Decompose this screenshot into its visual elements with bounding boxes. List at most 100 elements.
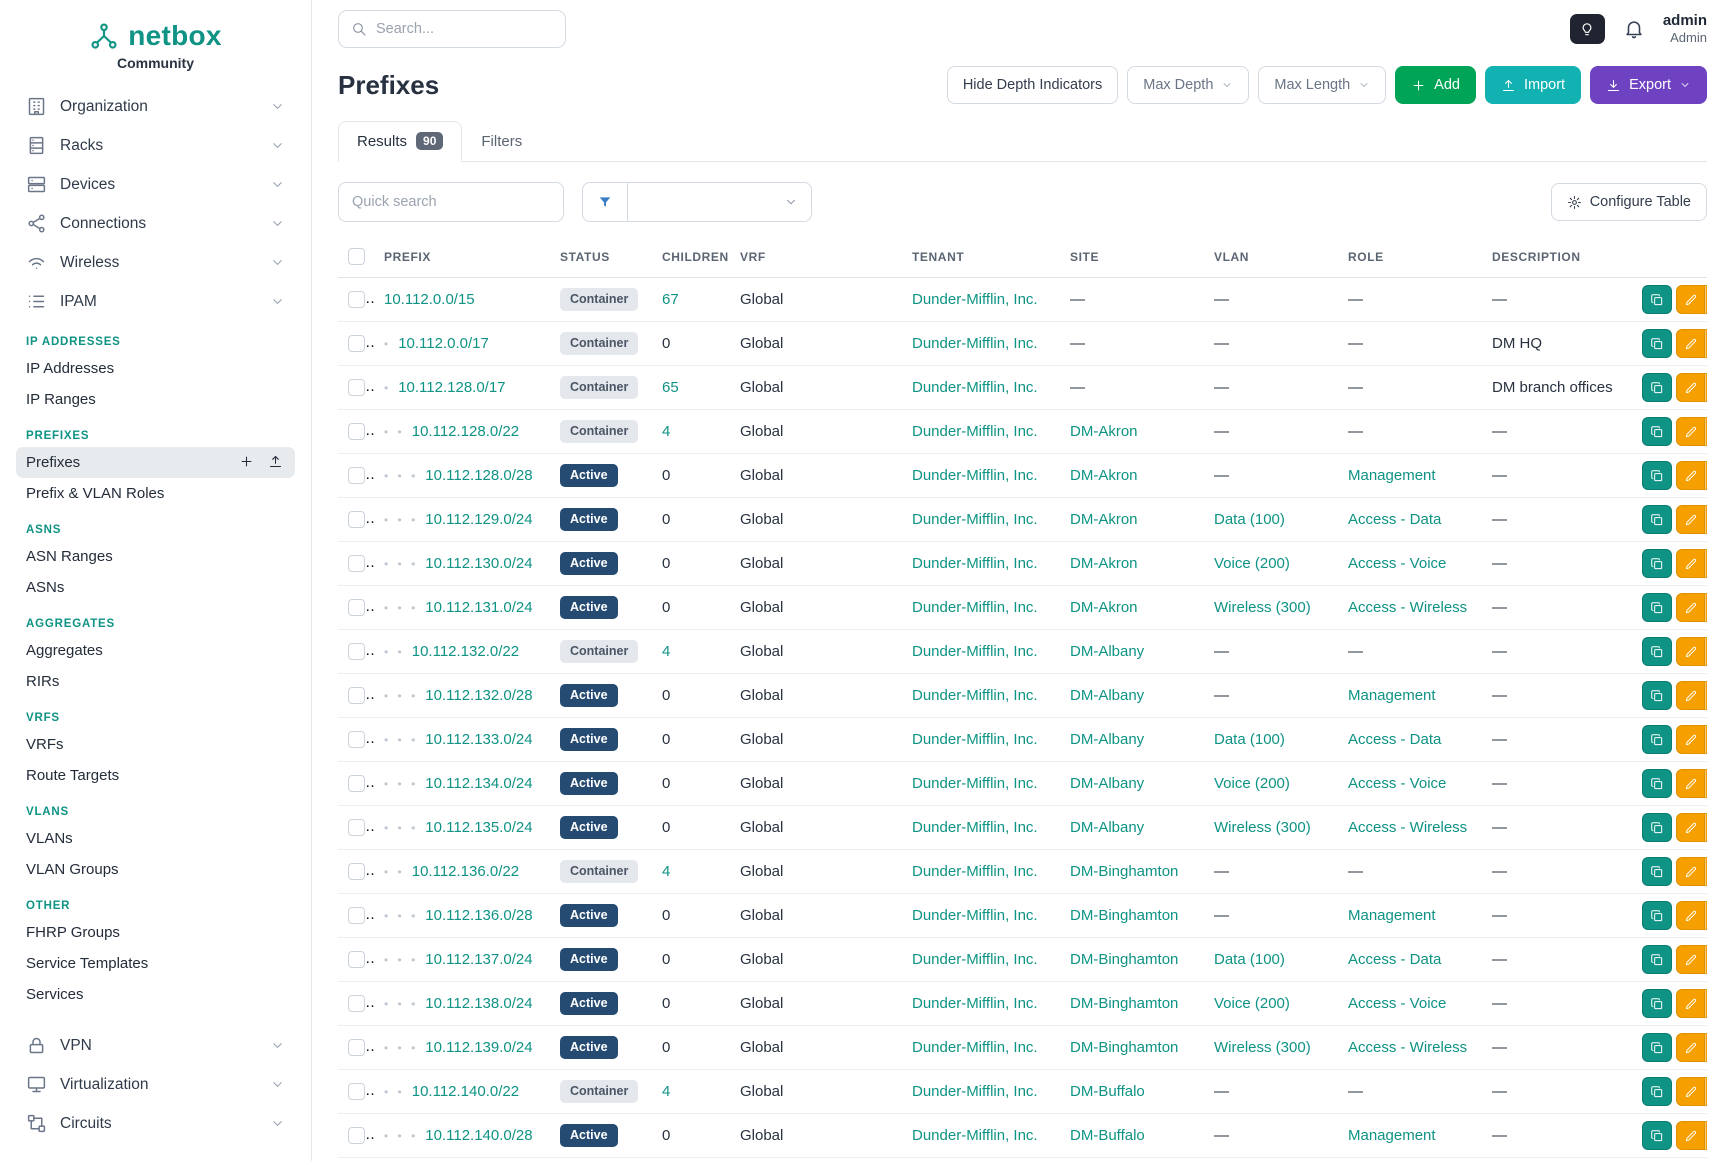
- edit-button[interactable]: [1676, 769, 1705, 798]
- copy-button[interactable]: [1642, 769, 1672, 798]
- sidebar-item-devices[interactable]: Devices: [16, 165, 295, 204]
- row-checkbox[interactable]: [348, 423, 365, 441]
- role-link[interactable]: Management: [1348, 1127, 1436, 1144]
- row-checkbox[interactable]: [348, 775, 365, 793]
- role-link[interactable]: Access - Voice: [1348, 775, 1447, 792]
- sidebar-item-prefixes[interactable]: Prefixes: [16, 447, 295, 478]
- tenant-link[interactable]: Dunder-Mifflin, Inc.: [912, 995, 1038, 1012]
- row-checkbox[interactable]: [348, 863, 365, 881]
- select-all-checkbox[interactable]: [348, 248, 365, 265]
- copy-button[interactable]: [1642, 989, 1672, 1018]
- edit-dropdown-button[interactable]: [1705, 593, 1707, 622]
- edit-button[interactable]: [1676, 1077, 1705, 1106]
- role-link[interactable]: Management: [1348, 687, 1436, 704]
- sidebar-item-prefix-vlan-roles[interactable]: Prefix & VLAN Roles: [16, 478, 295, 509]
- site-link[interactable]: DM-Albany: [1070, 731, 1145, 748]
- edit-dropdown-button[interactable]: [1705, 1077, 1707, 1106]
- row-checkbox[interactable]: [348, 555, 365, 573]
- row-checkbox[interactable]: [348, 467, 365, 485]
- copy-button[interactable]: [1642, 549, 1672, 578]
- copy-button[interactable]: [1642, 373, 1672, 402]
- role-link[interactable]: Management: [1348, 467, 1436, 484]
- edit-button[interactable]: [1676, 549, 1705, 578]
- column-header-vrf[interactable]: VRF: [730, 238, 902, 278]
- sidebar-item-rirs[interactable]: RIRs: [16, 666, 295, 697]
- children-link[interactable]: 4: [662, 863, 671, 880]
- tenant-link[interactable]: Dunder-Mifflin, Inc.: [912, 863, 1038, 880]
- edit-dropdown-button[interactable]: [1705, 505, 1707, 534]
- prefix-link[interactable]: 10.112.137.0/24: [425, 951, 533, 968]
- role-link[interactable]: Access - Data: [1348, 951, 1442, 968]
- hide-depth-indicators-button[interactable]: Hide Depth Indicators: [946, 66, 1119, 104]
- prefix-link[interactable]: 10.112.140.0/28: [425, 1127, 533, 1144]
- tenant-link[interactable]: Dunder-Mifflin, Inc.: [912, 1083, 1038, 1100]
- site-link[interactable]: DM-Binghamton: [1070, 951, 1179, 968]
- edit-dropdown-button[interactable]: [1705, 329, 1707, 358]
- sidebar-item-vlan-groups[interactable]: VLAN Groups: [16, 854, 295, 885]
- column-header-status[interactable]: STATUS: [550, 238, 652, 278]
- role-link[interactable]: Access - Wireless: [1348, 599, 1468, 616]
- prefix-link[interactable]: 10.112.133.0/24: [425, 731, 533, 748]
- row-checkbox[interactable]: [348, 1039, 365, 1057]
- edit-button[interactable]: [1676, 637, 1705, 666]
- tenant-link[interactable]: Dunder-Mifflin, Inc.: [912, 951, 1038, 968]
- site-link[interactable]: DM-Akron: [1070, 423, 1138, 440]
- global-search[interactable]: [338, 10, 566, 48]
- prefix-link[interactable]: 10.112.135.0/24: [425, 819, 533, 836]
- row-checkbox[interactable]: [348, 291, 365, 309]
- max-length-dropdown[interactable]: Max Length: [1258, 66, 1387, 104]
- edit-dropdown-button[interactable]: [1705, 373, 1707, 402]
- prefix-link[interactable]: 10.112.128.0/28: [425, 467, 533, 484]
- copy-button[interactable]: [1642, 681, 1672, 710]
- row-checkbox[interactable]: [348, 335, 365, 353]
- copy-button[interactable]: [1642, 505, 1672, 534]
- prefix-link[interactable]: 10.112.132.0/28: [425, 687, 533, 704]
- role-link[interactable]: Access - Wireless: [1348, 1039, 1468, 1056]
- children-link[interactable]: 4: [662, 643, 671, 660]
- tenant-link[interactable]: Dunder-Mifflin, Inc.: [912, 1127, 1038, 1144]
- edit-button[interactable]: [1676, 725, 1705, 754]
- sidebar-item-ip-addresses[interactable]: IP Addresses: [16, 353, 295, 384]
- tenant-link[interactable]: Dunder-Mifflin, Inc.: [912, 599, 1038, 616]
- role-link[interactable]: Access - Voice: [1348, 995, 1447, 1012]
- tenant-link[interactable]: Dunder-Mifflin, Inc.: [912, 1039, 1038, 1056]
- edit-button[interactable]: [1676, 945, 1705, 974]
- user-menu[interactable]: admin Admin: [1663, 12, 1707, 46]
- children-link[interactable]: 65: [662, 379, 679, 396]
- copy-button[interactable]: [1642, 1121, 1672, 1150]
- sidebar-item-organization[interactable]: Organization: [16, 87, 295, 126]
- tenant-link[interactable]: Dunder-Mifflin, Inc.: [912, 511, 1038, 528]
- site-link[interactable]: DM-Albany: [1070, 643, 1145, 660]
- children-link[interactable]: 67: [662, 291, 679, 308]
- tenant-link[interactable]: Dunder-Mifflin, Inc.: [912, 643, 1038, 660]
- row-checkbox[interactable]: [348, 687, 365, 705]
- site-link[interactable]: DM-Binghamton: [1070, 1039, 1179, 1056]
- tenant-link[interactable]: Dunder-Mifflin, Inc.: [912, 775, 1038, 792]
- edit-dropdown-button[interactable]: [1705, 461, 1707, 490]
- sidebar-item-vlans[interactable]: VLANs: [16, 823, 295, 854]
- column-header-role[interactable]: ROLE: [1338, 238, 1482, 278]
- vlan-link[interactable]: Data (100): [1214, 511, 1285, 528]
- tenant-link[interactable]: Dunder-Mifflin, Inc.: [912, 335, 1038, 352]
- tenant-link[interactable]: Dunder-Mifflin, Inc.: [912, 555, 1038, 572]
- copy-button[interactable]: [1642, 901, 1672, 930]
- prefix-link[interactable]: 10.112.136.0/22: [411, 863, 520, 880]
- copy-button[interactable]: [1642, 329, 1672, 358]
- row-checkbox[interactable]: [348, 511, 365, 529]
- site-link[interactable]: DM-Buffalo: [1070, 1127, 1145, 1144]
- column-header-site[interactable]: SITE: [1060, 238, 1204, 278]
- row-checkbox[interactable]: [348, 1083, 365, 1101]
- edit-button[interactable]: [1676, 989, 1705, 1018]
- copy-button[interactable]: [1642, 725, 1672, 754]
- filter-button[interactable]: [582, 182, 628, 222]
- sidebar-item-ip-ranges[interactable]: IP Ranges: [16, 384, 295, 415]
- sidebar-item-route-targets[interactable]: Route Targets: [16, 760, 295, 791]
- role-link[interactable]: Access - Wireless: [1348, 819, 1468, 836]
- column-header-children[interactable]: CHILDREN: [652, 238, 730, 278]
- prefixes-import-button[interactable]: [268, 454, 285, 471]
- site-link[interactable]: DM-Akron: [1070, 555, 1138, 572]
- role-link[interactable]: Access - Data: [1348, 511, 1442, 528]
- vlan-link[interactable]: Voice (200): [1214, 775, 1290, 792]
- edit-button[interactable]: [1676, 857, 1705, 886]
- max-depth-dropdown[interactable]: Max Depth: [1127, 66, 1250, 104]
